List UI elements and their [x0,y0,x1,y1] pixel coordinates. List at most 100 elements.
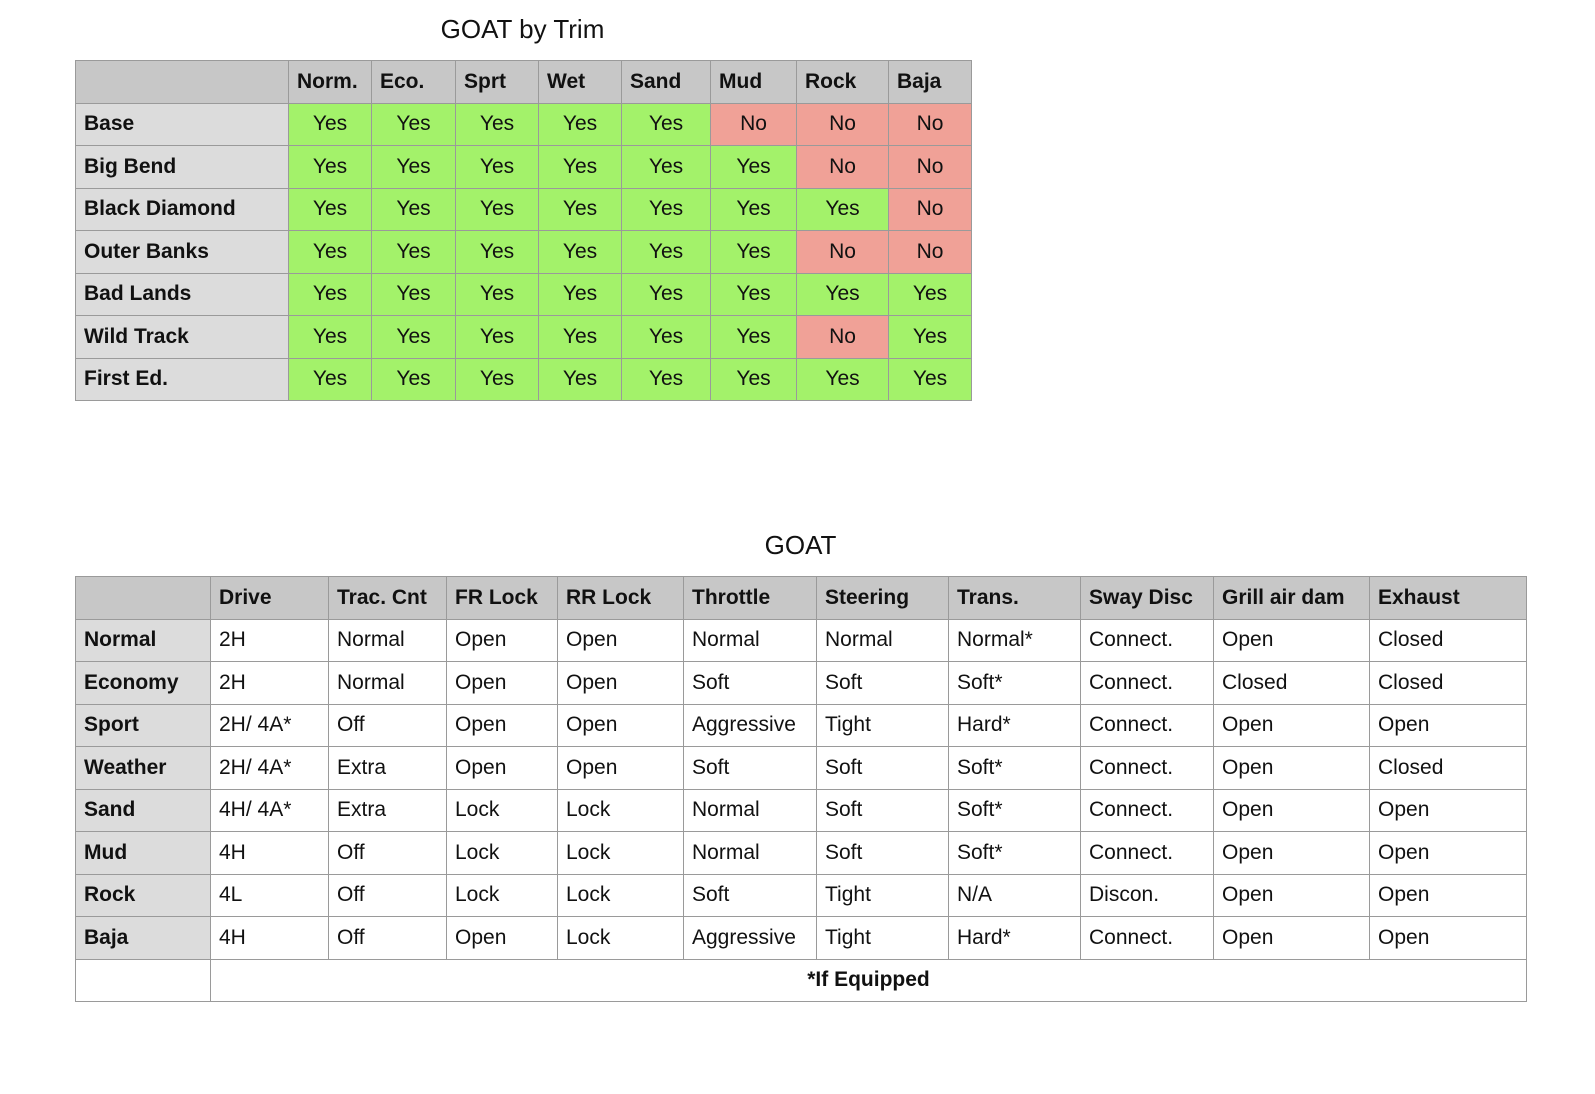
row-label: Weather [75,746,211,790]
cell: Soft [683,661,817,705]
cell: Yes [455,315,539,359]
cell: Connect. [1080,788,1214,832]
column-header: Drive [210,576,329,620]
row-label: First Ed. [75,357,289,401]
row-label: Baja [75,916,211,960]
cell: Closed [1369,618,1527,662]
cell: Yes [888,315,972,359]
cell: Connect. [1080,703,1214,747]
row: Wild Track Yes Yes Yes Yes Yes Yes No Yes [75,315,972,359]
cell: Yes [371,315,456,359]
cell: No [888,230,972,274]
cell: Normal* [948,618,1081,662]
cell: Open [1369,788,1527,832]
cell: Aggressive [683,916,817,960]
cell: Yes [288,272,372,316]
cell: Lock [557,788,684,832]
cell: Open [557,661,684,705]
cell: Yes [888,272,972,316]
column-header: FR Lock [446,576,558,620]
cell: Yes [710,187,797,231]
cell: Connect. [1080,661,1214,705]
cell: Soft* [948,661,1081,705]
cell: Off [328,703,447,747]
cell: Yes [538,230,622,274]
cell: Yes [371,230,456,274]
cell: Yes [796,187,889,231]
row: Bad Lands Yes Yes Yes Yes Yes Yes Yes Yes [75,272,972,316]
column-header: Rock [796,60,889,104]
row: Rock 4L Off Lock Lock Soft Tight N/A Discon. Open… [75,873,1527,917]
column-header: Wet [538,60,622,104]
column-header: Baja [888,60,972,104]
cell: Closed [1369,661,1527,705]
cell: Yes [371,102,456,146]
cell: Open [1369,703,1527,747]
cell: Discon. [1080,873,1214,917]
cell: Open [1213,873,1370,917]
cell: 4H [210,916,329,960]
cell: Off [328,831,447,875]
cell: Yes [455,357,539,401]
cell: Yes [371,187,456,231]
cell: Yes [710,145,797,189]
cell: Open [1369,831,1527,875]
cell: Open [557,618,684,662]
cell: Closed [1213,661,1370,705]
cell: Normal [816,618,949,662]
row-label: Sport [75,703,211,747]
cell: Aggressive [683,703,817,747]
cell: Normal [683,618,817,662]
row-label: Normal [75,618,211,662]
cell: 4H/ 4A* [210,788,329,832]
header-row: Drive Trac. Cnt FR Lock RR Lock Throttle Stee… [75,576,1527,620]
cell: Soft [683,746,817,790]
cell: Yes [371,145,456,189]
cell: Open [1213,703,1370,747]
cell: Yes [455,102,539,146]
corner-cell [75,576,211,620]
cell: Yes [710,357,797,401]
cell: Normal [328,661,447,705]
cell: Off [328,916,447,960]
cell: Open [1213,746,1370,790]
cell: Yes [796,272,889,316]
row-label: Sand [75,788,211,832]
cell: Yes [710,230,797,274]
cell: Lock [557,831,684,875]
cell: Yes [455,145,539,189]
column-header: Mud [710,60,797,104]
cell: Soft [816,661,949,705]
cell: 2H [210,661,329,705]
footnote-row: *If Equipped [75,958,1527,1002]
cell: Yes [621,272,711,316]
row: Black Diamond Yes Yes Yes Yes Yes Yes Yes No [75,187,972,231]
cell: Open [557,746,684,790]
cell: Lock [557,873,684,917]
row-label: Rock [75,873,211,917]
cell: Yes [538,357,622,401]
cell: Open [446,916,558,960]
cell: Soft [816,831,949,875]
cell: Extra [328,788,447,832]
cell: Connect. [1080,916,1214,960]
cell: Lock [557,916,684,960]
column-header: Sway Disc [1080,576,1214,620]
cell: Yes [538,145,622,189]
cell: Open [1369,916,1527,960]
cell: 2H [210,618,329,662]
column-header: Norm. [288,60,372,104]
cell: Open [446,661,558,705]
cell: Yes [538,315,622,359]
cell: Yes [288,230,372,274]
trim-table: Norm. Eco. Sprt Wet Sand Mud Rock Baja Base Yes Ye… [75,60,972,401]
cell: Yes [288,102,372,146]
footnote: *If Equipped [210,958,1527,1002]
cell: Yes [455,187,539,231]
row: First Ed. Yes Yes Yes Yes Yes Yes Yes Yes [75,357,972,401]
cell: No [796,315,889,359]
row: Mud 4H Off Lock Lock Normal Soft Soft* Connect. O… [75,831,1527,875]
row: Baja 4H Off Open Lock Aggressive Tight Hard* Con… [75,916,1527,960]
mode-table: Drive Trac. Cnt FR Lock RR Lock Throttle Stee… [75,576,1527,1002]
cell: Soft [816,788,949,832]
